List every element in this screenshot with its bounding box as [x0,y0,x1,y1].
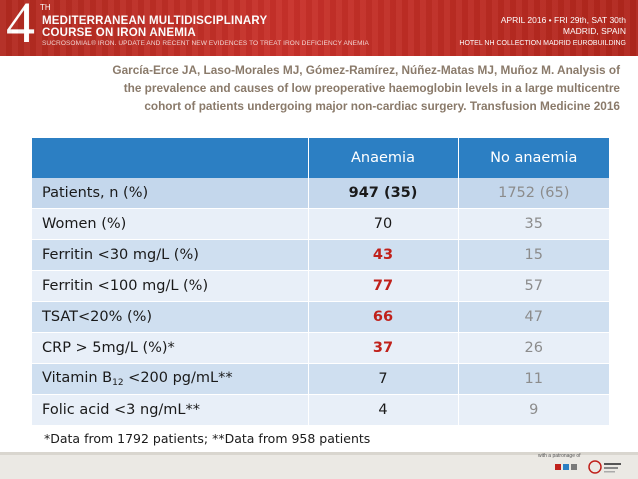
row-label: Ferritin <30 mg/L (%) [32,239,309,271]
row-label-subscript: 12 [112,378,124,388]
row-label: Ferritin <100 mg/L (%) [32,270,309,302]
anaemia-value: 66 [308,301,459,333]
no-anaemia-value: 47 [458,301,609,333]
anaemia-value: 7 [308,363,459,395]
anaemia-value: 37 [308,332,459,364]
anaemia-value: 70 [308,208,459,240]
table-row: Ferritin <30 mg/L (%) 43 15 [32,239,609,271]
footer-divider [0,452,638,455]
no-anaemia-value: 35 [458,208,609,240]
table-row: Women (%) 70 35 [32,208,609,240]
event-city: MADRID, SPAIN [562,26,626,36]
event-title-line2: COURSE ON IRON ANEMIA [42,27,196,39]
sponsor-logo [555,464,577,470]
table-row: Vitamin B12 <200 pg/mL** 7 11 [32,363,609,395]
row-label: Vitamin B12 <200 pg/mL** [32,363,309,395]
column-header-no-anaemia: No anaemia [458,138,609,178]
edition-number: 4 [6,0,35,55]
no-anaemia-value: 9 [458,394,609,426]
anaemia-value: 43 [308,239,459,271]
table-row: CRP > 5mg/L (%)* 37 26 [32,332,609,364]
anaemia-value: 4 [308,394,459,426]
no-anaemia-value: 57 [458,270,609,302]
table-row: Patients, n (%) 947 (35) 1752 (65) [32,178,609,209]
no-anaemia-value: 15 [458,239,609,271]
event-venue: HOTEL NH COLLECTION MADRID EUROBUILDING [459,40,626,47]
event-date: APRIL 2016 • FRI 29th, SAT 30th [500,15,626,25]
society-logo [588,460,621,474]
table-header-row: Anaemia No anaemia [32,138,609,178]
row-label: Folic acid <3 ng/mL** [32,394,309,426]
citation: García-Erce JA, Laso-Morales MJ, Gómez-R… [30,61,620,115]
event-title-line1: MEDITERRANEAN MULTIDISCIPLINARY [42,15,268,27]
event-date-block: APRIL 2016 • FRI 29th, SAT 30th MADRID, … [501,15,626,37]
no-anaemia-value: 26 [458,332,609,364]
anaemia-value: 77 [308,270,459,302]
no-anaemia-value: 1752 (65) [458,178,609,209]
row-label: Women (%) [32,208,309,240]
event-subtitle: SUCROSOMIAL® IRON. UPDATE AND RECENT NEW… [42,40,369,47]
edition-ordinal: TH [40,3,51,12]
citation-line1: García-Erce JA, Laso-Morales MJ, Gómez-R… [112,63,620,77]
citation-line3: cohort of patients undergoing major non-… [144,99,620,113]
table-row: Folic acid <3 ng/mL** 4 9 [32,394,609,426]
column-header-blank [32,138,309,178]
table-row: Ferritin <100 mg/L (%) 77 57 [32,270,609,302]
results-table: Anaemia No anaemia Patients, n (%) 947 (… [32,138,609,426]
row-label: TSAT<20% (%) [32,301,309,333]
citation-line2: the prevalence and causes of low preoper… [123,81,620,95]
row-label: CRP > 5mg/L (%)* [32,332,309,364]
table-row: TSAT<20% (%) 66 47 [32,301,609,333]
column-header-anaemia: Anaemia [308,138,459,178]
row-label-suffix: <200 pg/mL** [123,370,233,386]
header-banner: 4 TH MEDITERRANEAN MULTIDISCIPLINARY COU… [0,0,638,56]
patronage-label: with a patronage of [538,453,581,459]
row-label-text: Vitamin B [42,370,113,386]
footer-bar [0,452,638,479]
anaemia-value: 947 (35) [308,178,459,209]
event-title: MEDITERRANEAN MULTIDISCIPLINARY COURSE O… [42,15,362,39]
row-label: Patients, n (%) [32,178,309,209]
footnote: *Data from 1792 patients; **Data from 95… [44,431,371,446]
no-anaemia-value: 11 [458,363,609,395]
